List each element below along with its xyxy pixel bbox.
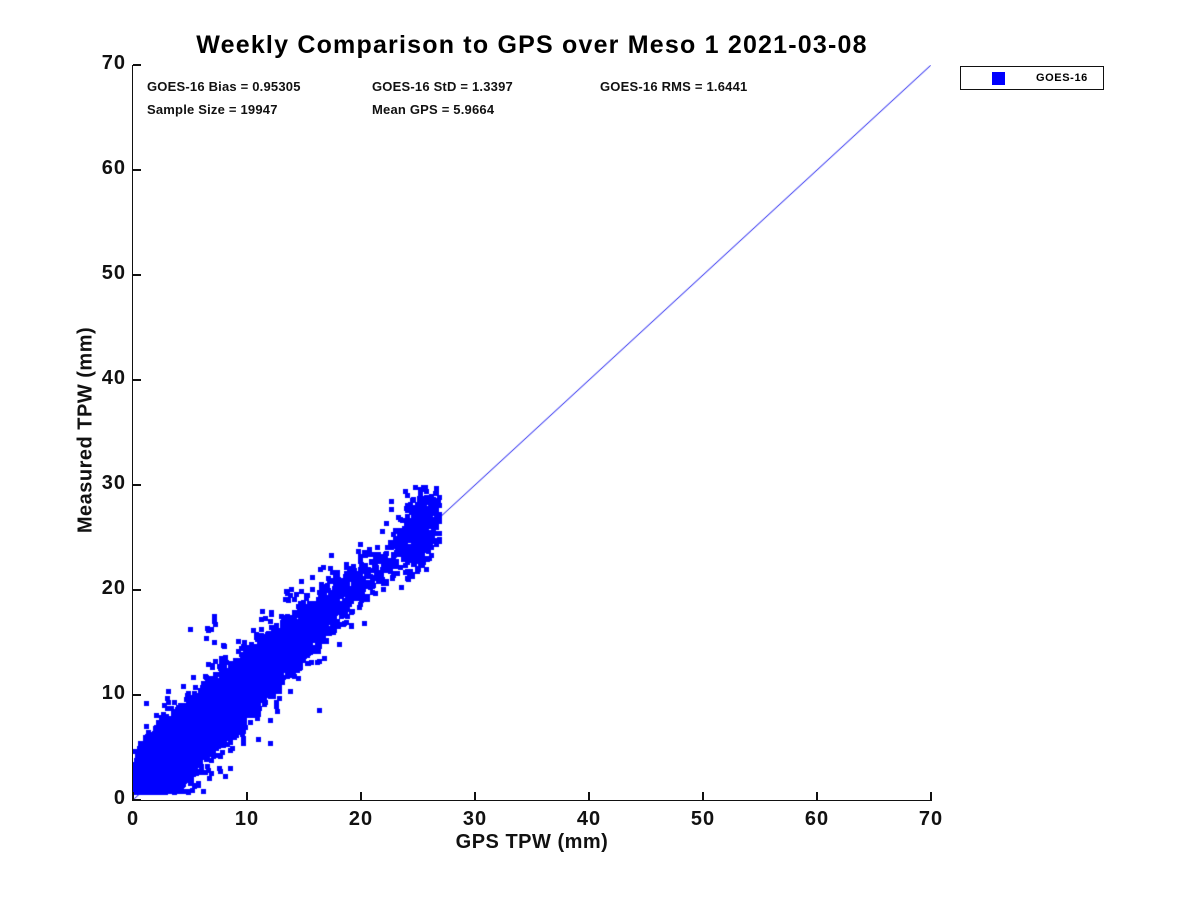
x-tick-mark [816,792,818,800]
x-axis-label: GPS TPW (mm) [455,831,609,853]
x-tick-mark [588,792,590,800]
x-tick-mark [132,792,134,800]
x-tick-mark [930,792,932,800]
y-tick-label: 60 [101,157,126,179]
x-tick-label: 0 [126,808,140,830]
y-tick-label: 0 [113,787,126,809]
legend: GOES-16 [960,66,1104,90]
y-tick-label: 40 [101,367,126,389]
y-tick-label: 20 [101,577,126,599]
y-axis-spine [131,65,133,801]
y-tick-label: 30 [101,472,126,494]
y-tick-mark [133,589,141,591]
x-tick-label: 40 [576,808,602,830]
chart-title: Weekly Comparison to GPS over Meso 1 202… [196,31,868,59]
x-tick-label: 20 [348,808,374,830]
x-tick-label: 50 [690,808,716,830]
y-tick-mark [133,799,141,801]
y-tick-mark [133,169,141,171]
x-tick-label: 10 [234,808,260,830]
y-tick-label: 70 [101,52,126,74]
x-tick-mark [702,792,704,800]
y-tick-label: 50 [101,262,126,284]
y-axis-label: Measured TPW (mm) [74,326,97,534]
x-tick-mark [360,792,362,800]
legend-label: GOES-16 [1036,72,1088,84]
y-tick-mark [133,694,141,696]
x-axis-spine [131,799,932,801]
y-tick-mark [133,64,141,66]
y-tick-mark [133,274,141,276]
legend-marker-square-icon [992,71,1005,85]
y-tick-mark [133,379,141,381]
x-tick-label: 60 [804,808,830,830]
scatter-plot-canvas [133,65,931,800]
y-tick-label: 10 [101,682,126,704]
y-tick-mark [133,484,141,486]
x-tick-mark [474,792,476,800]
x-tick-label: 70 [918,808,944,830]
x-tick-mark [246,792,248,800]
x-tick-label: 30 [462,808,488,830]
